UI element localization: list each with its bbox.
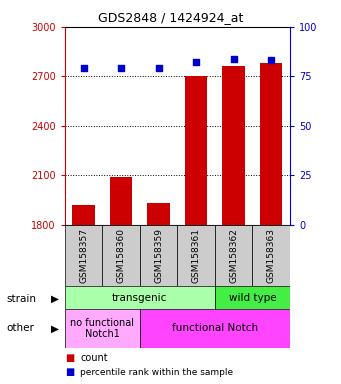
Bar xyxy=(260,63,282,225)
Bar xyxy=(72,205,95,225)
Text: no functional
Notch1: no functional Notch1 xyxy=(70,318,134,339)
Text: GSM158359: GSM158359 xyxy=(154,228,163,283)
Text: ■: ■ xyxy=(65,353,74,363)
Text: wild type: wild type xyxy=(228,293,276,303)
Bar xyxy=(222,66,245,225)
Bar xyxy=(65,225,102,286)
Text: other: other xyxy=(7,323,35,333)
Bar xyxy=(140,309,290,348)
Point xyxy=(118,65,124,71)
Bar xyxy=(140,225,177,286)
Point xyxy=(193,60,199,66)
Bar xyxy=(215,286,290,309)
Bar xyxy=(65,286,215,309)
Text: GDS2848 / 1424924_at: GDS2848 / 1424924_at xyxy=(98,12,243,25)
Text: transgenic: transgenic xyxy=(112,293,167,303)
Bar xyxy=(185,76,207,225)
Bar xyxy=(65,309,140,348)
Point xyxy=(81,65,86,71)
Point xyxy=(231,55,236,61)
Point xyxy=(268,58,274,64)
Bar xyxy=(147,203,170,225)
Text: GSM158362: GSM158362 xyxy=(229,228,238,283)
Bar xyxy=(215,225,252,286)
Point xyxy=(156,65,161,71)
Text: ■: ■ xyxy=(65,367,74,377)
Text: GSM158361: GSM158361 xyxy=(192,228,201,283)
Text: ▶: ▶ xyxy=(51,294,59,304)
Bar xyxy=(252,225,290,286)
Text: ▶: ▶ xyxy=(51,323,59,333)
Bar xyxy=(102,225,140,286)
Text: GSM158360: GSM158360 xyxy=(117,228,125,283)
Text: GSM158357: GSM158357 xyxy=(79,228,88,283)
Text: strain: strain xyxy=(7,294,37,304)
Bar xyxy=(177,225,215,286)
Text: percentile rank within the sample: percentile rank within the sample xyxy=(80,368,233,377)
Text: functional Notch: functional Notch xyxy=(172,323,258,333)
Bar xyxy=(110,177,132,225)
Text: GSM158363: GSM158363 xyxy=(267,228,276,283)
Text: count: count xyxy=(80,353,108,363)
